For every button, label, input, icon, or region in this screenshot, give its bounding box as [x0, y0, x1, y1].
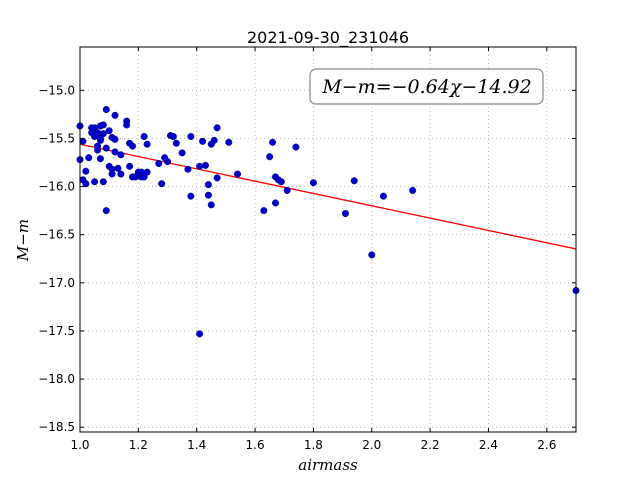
- x-tick-label: 1.6: [246, 438, 265, 452]
- data-point: [271, 199, 279, 207]
- data-point: [85, 154, 93, 162]
- data-point: [96, 155, 104, 163]
- data-point: [277, 178, 285, 186]
- x-tick-label: 2.6: [537, 438, 556, 452]
- data-point: [225, 138, 233, 146]
- data-point: [102, 106, 110, 114]
- data-point: [207, 201, 215, 209]
- x-axis-label: airmass: [298, 456, 358, 474]
- y-tick-label: −17.0: [38, 276, 75, 290]
- data-point: [213, 124, 221, 132]
- data-point: [91, 178, 99, 186]
- data-point: [260, 207, 268, 215]
- data-point: [196, 330, 204, 338]
- x-tick-label: 2.2: [421, 438, 440, 452]
- data-point: [102, 207, 110, 215]
- equation-box-frame: [309, 68, 544, 105]
- y-tick-label: −16.5: [38, 228, 75, 242]
- y-tick-label: −18.0: [38, 372, 75, 386]
- plot-frame: [79, 46, 577, 433]
- plot-background: [80, 47, 576, 432]
- y-tick-label: −17.5: [38, 324, 75, 338]
- data-point: [187, 192, 195, 200]
- data-point: [199, 137, 207, 145]
- data-point: [204, 191, 212, 199]
- data-point: [143, 168, 151, 176]
- data-point: [172, 139, 180, 147]
- data-point: [187, 133, 195, 141]
- equation-annotation: M−m=−0.64χ−14.92: [321, 76, 531, 98]
- data-point: [129, 142, 137, 150]
- data-point: [196, 162, 204, 170]
- data-point: [292, 143, 300, 151]
- fit-line-layer: [79, 143, 577, 250]
- y-tick-label: −15.5: [38, 131, 75, 145]
- data-point: [108, 170, 116, 178]
- data-point: [111, 111, 119, 119]
- data-point: [143, 140, 151, 148]
- y-axis-label: M−m: [14, 219, 32, 262]
- data-point: [126, 162, 134, 170]
- x-tick-label: 1.4: [187, 438, 206, 452]
- data-point: [117, 151, 125, 159]
- data-point: [99, 121, 107, 129]
- x-tick-label: 1.8: [304, 438, 323, 452]
- equation-box: M−m=−0.64χ−14.92: [309, 68, 544, 105]
- y-tick-label: −15.0: [38, 83, 75, 97]
- data-point: [140, 133, 148, 141]
- data-point: [111, 135, 119, 143]
- data-point: [123, 121, 131, 129]
- data-point: [82, 180, 90, 188]
- data-point: [266, 153, 274, 161]
- data-point: [158, 180, 166, 188]
- data-point: [155, 159, 163, 167]
- data-point: [204, 181, 212, 189]
- data-point: [409, 186, 417, 194]
- chart-title: 2021-09-30_231046: [247, 28, 409, 48]
- data-point: [99, 178, 107, 186]
- data-point: [169, 133, 177, 141]
- x-tick-label: 1.0: [70, 438, 89, 452]
- y-tick-label: −16.0: [38, 180, 75, 194]
- data-point: [309, 179, 317, 187]
- data-point: [111, 148, 119, 156]
- x-tick-label: 2.4: [479, 438, 498, 452]
- data-point: [350, 177, 358, 185]
- data-point: [178, 149, 186, 157]
- x-tick-label: 2.0: [362, 438, 381, 452]
- data-point: [379, 192, 387, 200]
- data-point: [342, 210, 350, 218]
- data-point: [79, 137, 87, 145]
- data-point: [269, 138, 277, 146]
- data-point: [114, 164, 122, 172]
- data-point: [201, 161, 209, 169]
- data-point: [213, 174, 221, 182]
- data-point: [234, 170, 242, 178]
- x-tick-label: 1.2: [129, 438, 148, 452]
- data-point: [94, 142, 102, 150]
- data-point: [210, 136, 218, 144]
- y-tick-label: −18.5: [38, 420, 75, 434]
- data-point: [105, 127, 113, 135]
- data-point: [117, 170, 125, 178]
- data-points: [76, 106, 580, 338]
- fit-line: [79, 143, 577, 250]
- data-point: [283, 186, 291, 194]
- data-point: [99, 130, 107, 138]
- data-point: [164, 158, 172, 166]
- data-point: [368, 251, 376, 259]
- ticks: 1.0 1.2 1.4 1.6 1.8 2.0 2.2 2.4 2.6 −15.0 −15.5 −16…: [38, 47, 576, 452]
- data-point: [82, 167, 90, 175]
- data-point: [94, 129, 102, 137]
- data-point: [184, 165, 192, 173]
- data-point: [102, 144, 110, 152]
